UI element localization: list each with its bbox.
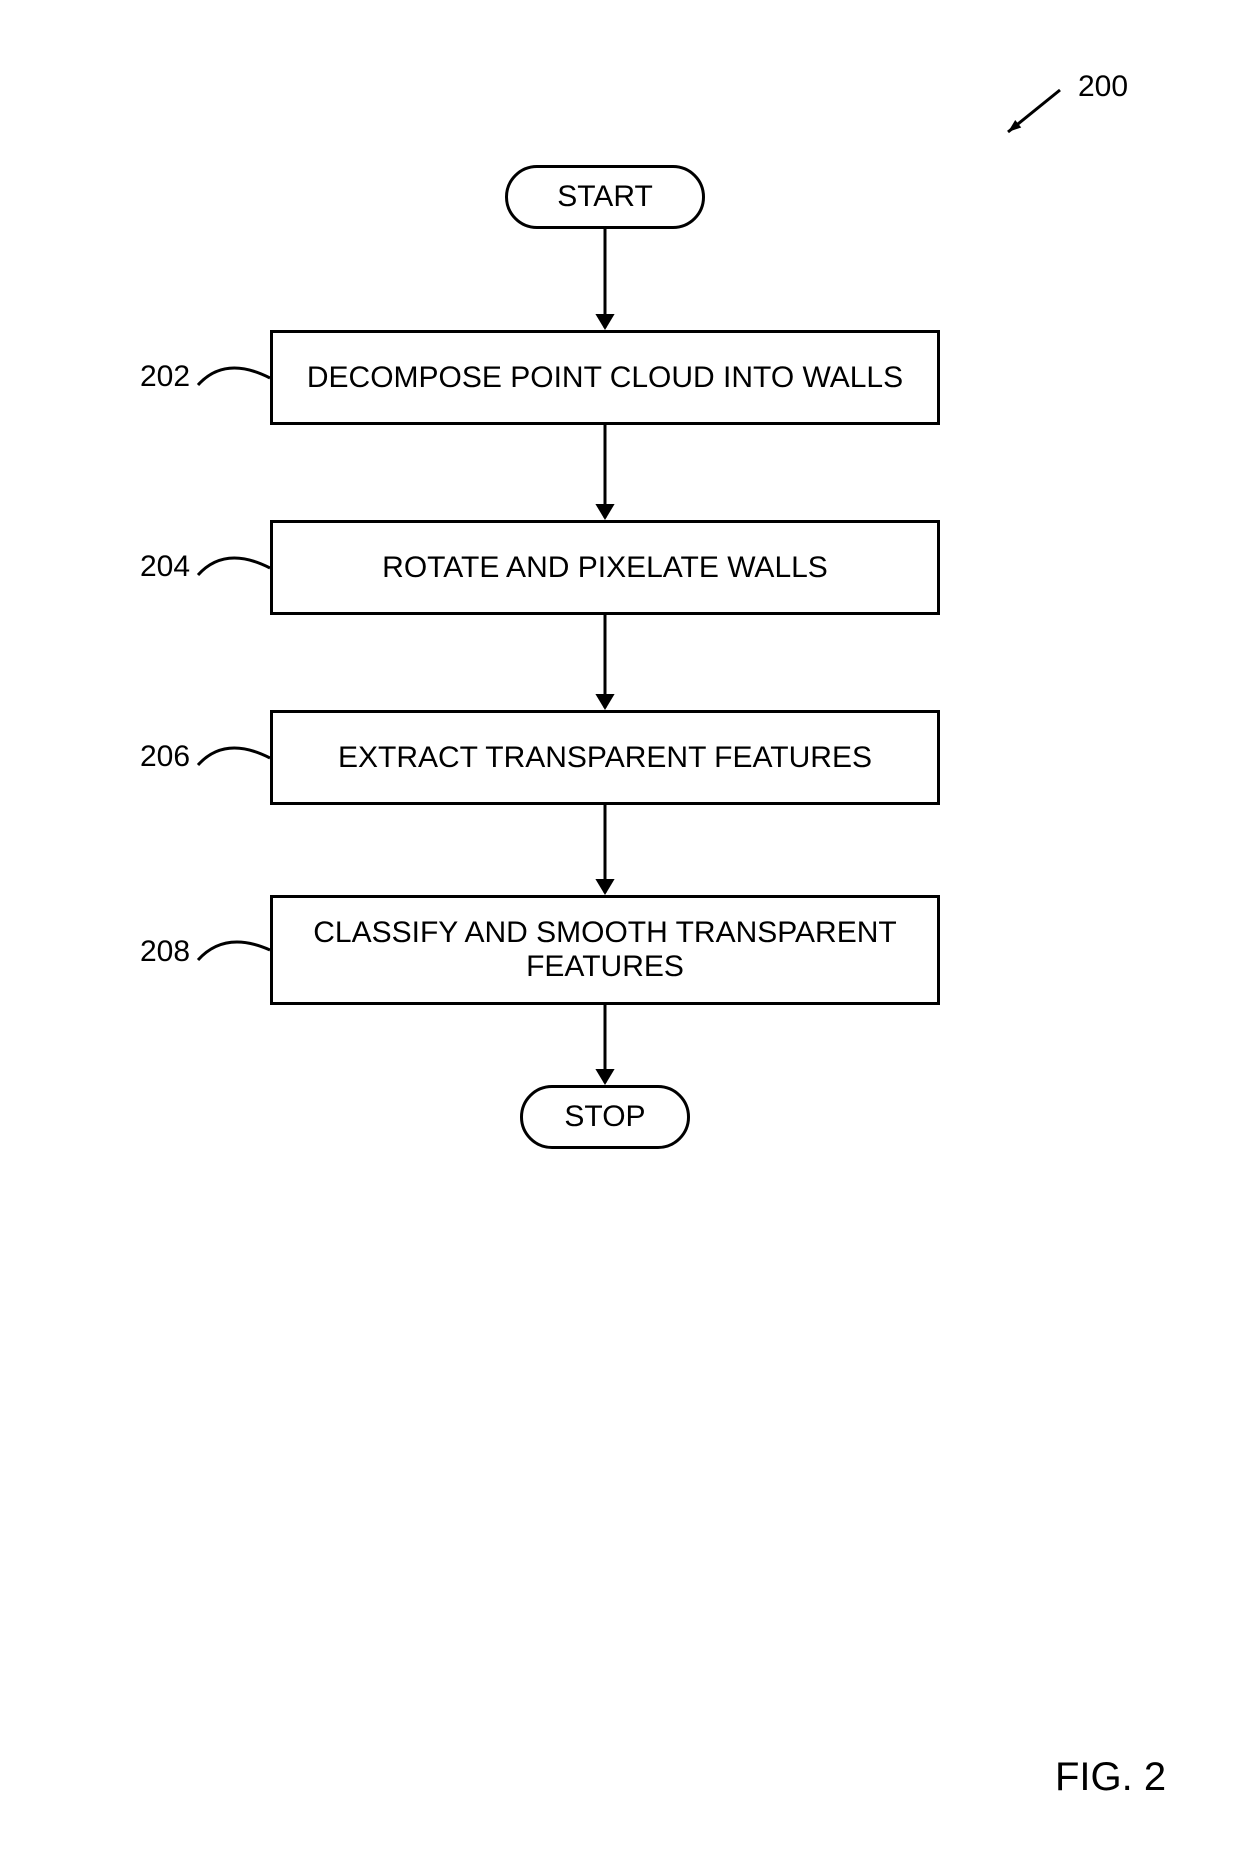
ref-num-200: 200 [1078,70,1128,104]
ref-num-204: 204 [140,550,190,584]
process-204-label: ROTATE AND PIXELATE WALLS [382,551,828,585]
process-204: ROTATE AND PIXELATE WALLS [270,520,940,615]
process-206: EXTRACT TRANSPARENT FEATURES [270,710,940,805]
process-208-label: CLASSIFY AND SMOOTH TRANSPARENTFEATURES [313,916,896,984]
process-202-label: DECOMPOSE POINT CLOUD INTO WALLS [307,361,903,395]
figure-label: FIG. 2 [1055,1755,1166,1800]
ref-num-206: 206 [140,740,190,774]
flowchart-canvas: 200 START DECOMPOSE POINT CLOUD INTO WAL… [0,0,1240,1861]
ref-num-208: 208 [140,935,190,969]
terminal-start: START [505,165,705,229]
terminal-stop: STOP [520,1085,690,1149]
ref-num-202: 202 [140,360,190,394]
process-206-label: EXTRACT TRANSPARENT FEATURES [338,741,872,775]
process-202: DECOMPOSE POINT CLOUD INTO WALLS [270,330,940,425]
process-208: CLASSIFY AND SMOOTH TRANSPARENTFEATURES [270,895,940,1005]
